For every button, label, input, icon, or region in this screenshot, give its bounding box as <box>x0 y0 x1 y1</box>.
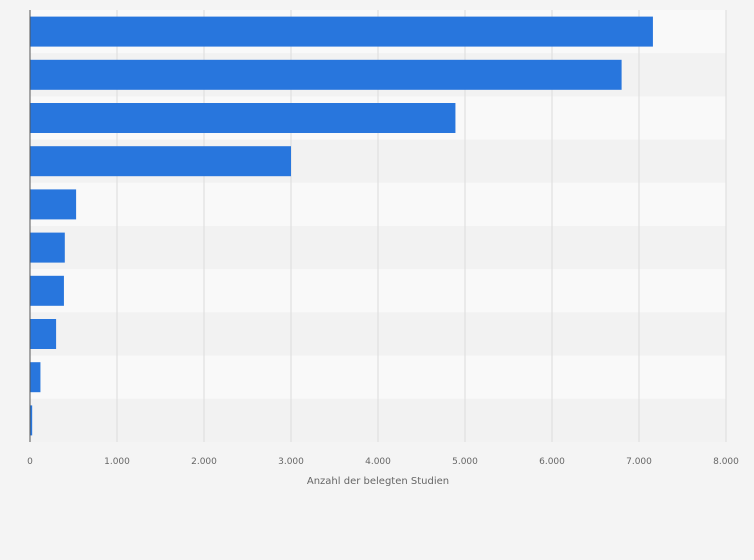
x-tick-label-4: 3.000 <box>278 457 304 467</box>
bar-7 <box>30 275 64 306</box>
x-tick-label-6: 5.000 <box>452 457 478 467</box>
bar-8 <box>30 319 57 349</box>
bar-6 <box>30 232 65 263</box>
x-tick-label-9: 8.000 <box>713 457 739 467</box>
bar-1 <box>30 16 653 47</box>
x-tick-label-8: 7.000 <box>626 457 652 467</box>
bar-4 <box>30 146 291 177</box>
x-tick-label-3: 2.000 <box>191 457 217 467</box>
bar-10 <box>30 405 33 436</box>
x-tick-label-1: 0 <box>27 457 33 467</box>
bar-2 <box>30 59 622 90</box>
x-tick-label-5: 4.000 <box>365 457 391 467</box>
x-tick-label-7: 6.000 <box>539 457 565 467</box>
x-tick-label-2: 1.000 <box>104 457 130 467</box>
bar-9 <box>30 362 41 393</box>
bars <box>30 16 653 436</box>
x-axis-title: Anzahl der belegten Studien <box>307 476 449 487</box>
x-axis-ticks: 0 1.000 2.000 3.000 4.000 5.000 6.000 7.000 8.00… <box>27 457 739 467</box>
bar-5 <box>30 189 77 220</box>
bar-3 <box>30 103 456 133</box>
